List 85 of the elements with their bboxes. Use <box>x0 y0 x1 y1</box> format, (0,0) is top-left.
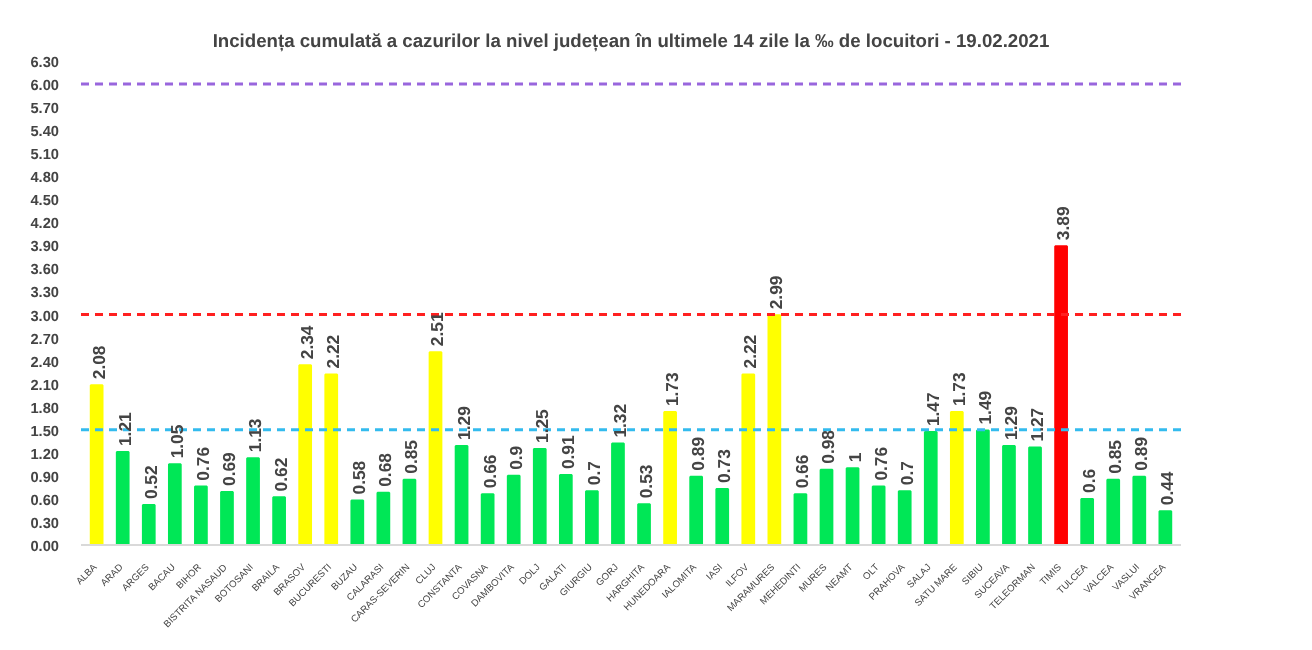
bar <box>949 411 964 545</box>
bar <box>1054 245 1068 545</box>
bar <box>89 384 104 545</box>
bar <box>454 444 469 545</box>
data-label: 0.6 <box>1079 468 1100 493</box>
data-label: 2.22 <box>740 334 761 369</box>
data-label: 0.52 <box>140 464 161 500</box>
bar <box>141 504 156 545</box>
data-label: 0.44 <box>1157 471 1178 506</box>
data-label: 1.21 <box>114 411 135 447</box>
bar <box>637 503 651 545</box>
data-label: 0.7 <box>896 460 917 486</box>
bar <box>1002 444 1016 545</box>
data-label: 0.7 <box>583 460 604 486</box>
data-label: 1.05 <box>166 424 187 459</box>
bar <box>976 429 990 545</box>
data-label: 0.76 <box>192 446 213 481</box>
bar <box>558 474 573 545</box>
bar <box>689 475 704 545</box>
data-label: 0.85 <box>401 439 422 474</box>
data-label: 1.73 <box>948 372 969 407</box>
bar <box>871 485 886 545</box>
bar <box>611 442 625 545</box>
data-label: 0.68 <box>375 452 396 487</box>
bar <box>167 463 182 545</box>
data-label: 0.69 <box>218 451 239 486</box>
bar <box>1028 446 1042 545</box>
bar <box>715 487 730 545</box>
bar <box>767 314 782 545</box>
data-label: 1.49 <box>974 390 995 425</box>
bar <box>506 474 521 545</box>
bar <box>741 373 756 545</box>
data-label: 0.76 <box>870 446 891 481</box>
data-label: 1.47 <box>922 392 943 427</box>
data-label: 2.34 <box>297 325 318 360</box>
bar <box>1080 497 1095 545</box>
bar <box>819 468 834 545</box>
bar <box>246 457 260 545</box>
data-label: 0.85 <box>1105 439 1126 474</box>
bar <box>897 490 912 545</box>
bar <box>115 451 130 545</box>
data-label: 1.29 <box>1000 405 1021 440</box>
bar <box>480 493 495 545</box>
bar <box>663 411 677 545</box>
data-label: 0.9 <box>505 445 526 470</box>
data-label: 0.66 <box>792 454 813 489</box>
data-label: 0.98 <box>818 429 839 464</box>
bar <box>793 493 808 545</box>
data-label: 0.91 <box>557 435 578 470</box>
chart-title: Incidența cumulată a cazurilor la nivel județean în ultimele 14 zile la ‰ de locuitori - 19.02.2021 <box>212 31 1050 53</box>
data-label: 0.62 <box>271 457 292 492</box>
bar <box>272 496 286 545</box>
bar <box>298 364 313 545</box>
bar <box>376 491 391 545</box>
bar <box>1106 478 1121 545</box>
bar <box>324 373 339 545</box>
data-label: 1.73 <box>662 372 683 407</box>
data-label: 0.58 <box>349 460 370 495</box>
bar <box>350 499 365 545</box>
data-label: 1.25 <box>531 408 552 443</box>
data-label: 1.29 <box>453 405 474 440</box>
bar <box>1158 510 1173 545</box>
data-label: 2.51 <box>427 312 448 347</box>
data-label: 0.89 <box>1131 436 1152 471</box>
bar <box>845 467 860 545</box>
data-label: 1 <box>844 452 865 463</box>
data-label: 2.22 <box>323 334 344 369</box>
bar <box>1132 475 1147 545</box>
bar <box>428 351 443 545</box>
data-label: 0.89 <box>688 436 709 471</box>
data-label: 2.08 <box>88 345 109 380</box>
bar <box>532 447 547 545</box>
data-label: 3.89 <box>1053 206 1074 241</box>
bar <box>194 485 208 545</box>
data-label: 1.27 <box>1027 407 1048 442</box>
bar <box>923 431 938 545</box>
data-label: 1.13 <box>245 418 266 453</box>
data-label: 0.53 <box>636 464 657 499</box>
data-label: 1.32 <box>609 403 630 438</box>
bar <box>585 490 599 545</box>
bar <box>220 490 234 545</box>
data-label: 0.73 <box>714 448 735 483</box>
data-label: 0.66 <box>479 454 500 489</box>
bar <box>402 478 417 545</box>
data-label: 2.99 <box>766 275 787 310</box>
